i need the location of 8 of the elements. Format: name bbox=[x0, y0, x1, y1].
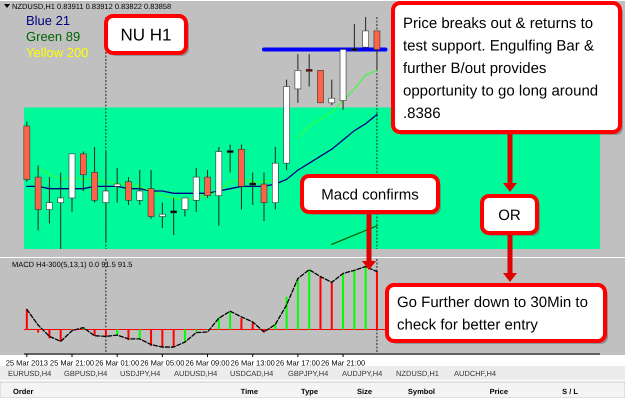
annotation: NU H1 bbox=[120, 25, 172, 44]
annotation: OR bbox=[498, 206, 521, 224]
annotation: Go Further down to 30Min to check for better entry bbox=[397, 294, 588, 334]
legend-label: Yellow 200 bbox=[26, 45, 88, 60]
annotation: Macd confirms bbox=[321, 186, 419, 204]
text: Green 89 bbox=[26, 29, 80, 44]
annotation: Price breaks out & returns to test support. Engulfing Bar & further B/out provides opportunity to go long around .8386 bbox=[403, 14, 598, 122]
text: Blue 21 bbox=[26, 13, 70, 28]
